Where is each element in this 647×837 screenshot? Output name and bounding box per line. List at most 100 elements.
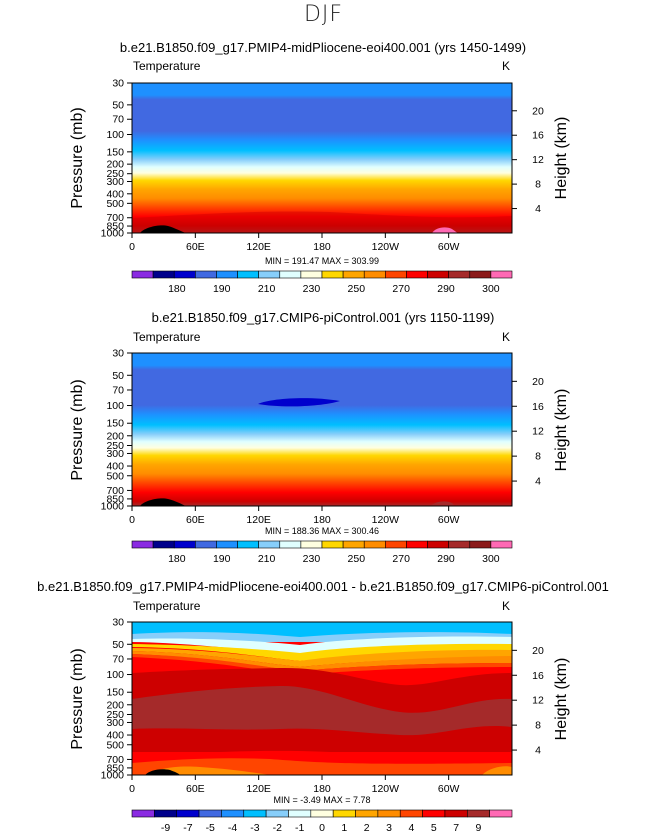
colorbar-label: 250 — [348, 553, 366, 565]
colorbar-label: 4 — [408, 822, 414, 834]
colorbar-label: 270 — [392, 553, 410, 565]
colorbar-label: -4 — [228, 822, 237, 834]
y-tick-label: 250 — [106, 709, 124, 721]
y-axis-label: Pressure (mb) — [69, 379, 86, 480]
y-tick-label: 250 — [106, 168, 124, 180]
height-tick-label: 12 — [532, 426, 544, 438]
y-tick-label: 150 — [106, 146, 124, 158]
x-tick-label: 0 — [129, 514, 135, 526]
height-tick-label: 8 — [535, 451, 541, 463]
contour-surface-warm — [430, 501, 455, 506]
colorbar-swatch — [195, 540, 217, 549]
y-tick-label: 700 — [106, 485, 124, 497]
contour-surface-warm — [432, 227, 458, 233]
colorbar-swatch — [427, 540, 449, 549]
colorbar-swatch — [406, 540, 428, 549]
x-tick-label: 180 — [313, 241, 331, 253]
colorbar-swatch — [131, 809, 155, 818]
panel-picontrol: b.e21.B1850.f09_g17.CMIP6-piControl.001 … — [69, 310, 570, 565]
colorbar-swatch — [198, 809, 222, 818]
min-max-stats: MIN = 191.47 MAX = 303.99 — [265, 256, 379, 266]
y-tick-label: 50 — [112, 639, 124, 651]
y-tick-label: 30 — [112, 348, 124, 360]
colorbar-swatch — [279, 540, 302, 549]
colorbar-swatch — [173, 270, 196, 279]
y-tick-label: 100 — [106, 400, 124, 412]
y-tick-label: 100 — [106, 669, 124, 681]
colorbar-label: 290 — [437, 283, 455, 295]
height-tick-label: 8 — [535, 179, 541, 191]
contour-field — [132, 83, 512, 233]
colorbar-swatch — [355, 809, 379, 818]
panel-difference: b.e21.B1850.f09_g17.PMIP4-midPliocene-eo… — [37, 579, 609, 834]
height-tick-label: 12 — [532, 154, 544, 166]
x-tick-label: 120E — [246, 241, 271, 253]
colorbar-label: 250 — [348, 283, 366, 295]
y-axis-label: Pressure (mb) — [69, 107, 86, 208]
y-tick-label: 850 — [106, 493, 124, 505]
height-tick-label: 4 — [535, 476, 541, 488]
colorbar-swatch — [300, 540, 323, 549]
field-label: Temperature — [133, 599, 201, 613]
colorbar-swatch — [469, 540, 492, 549]
colorbar-swatch — [448, 270, 471, 279]
x-tick-label: 60E — [186, 514, 205, 526]
colorbar-swatch — [342, 270, 365, 279]
colorbar-swatch — [152, 540, 175, 549]
x-tick-label: 0 — [129, 241, 135, 253]
colorbar-label: 270 — [392, 283, 410, 295]
colorbar-label: 180 — [168, 553, 186, 565]
x-tick-label: 60W — [438, 783, 460, 795]
colorbar-swatch — [237, 270, 259, 279]
colorbar-swatch — [131, 540, 154, 549]
units-label: K — [502, 330, 510, 344]
y-tick-label: 1000 — [101, 770, 125, 782]
y-axis-right-label: Height (km) — [553, 389, 570, 472]
colorbar-swatch — [258, 270, 281, 279]
colorbar-swatch — [154, 809, 178, 818]
colorbar-swatch — [490, 270, 513, 279]
contour-orography — [140, 225, 186, 233]
y-tick-label: 500 — [106, 470, 124, 482]
y-tick-label: 100 — [106, 129, 124, 141]
colorbar-swatch — [195, 270, 217, 279]
y-tick-label: 300 — [106, 176, 124, 188]
height-tick-label: 16 — [532, 401, 544, 413]
colorbar-label: 0 — [319, 822, 325, 834]
y-tick-label: 250 — [106, 440, 124, 452]
colorbar-label: 190 — [213, 553, 231, 565]
colorbar-swatch — [173, 540, 196, 549]
colorbar-swatch — [321, 270, 344, 279]
colorbar-label: 230 — [303, 553, 321, 565]
y-tick-label: 1000 — [101, 501, 125, 513]
colorbar-swatch — [342, 540, 365, 549]
colorbar-label: 1 — [341, 822, 347, 834]
height-tick-label: 16 — [532, 130, 544, 142]
colorbar-label: 230 — [303, 283, 321, 295]
y-tick-label: 850 — [106, 762, 124, 774]
colorbar-label: 290 — [437, 553, 455, 565]
y-tick-label: 300 — [106, 448, 124, 460]
height-tick-label: 20 — [532, 376, 544, 388]
colorbar-swatch — [265, 809, 289, 818]
y-axis-right-label: Height (km) — [553, 117, 570, 200]
x-tick-label: 180 — [313, 514, 331, 526]
colorbar-swatch — [288, 809, 312, 818]
colorbar-label: 210 — [258, 553, 276, 565]
colorbar-swatch — [258, 540, 281, 549]
units-label: K — [502, 59, 510, 73]
y-tick-label: 700 — [106, 212, 124, 224]
colorbar-swatch — [469, 270, 492, 279]
height-tick-label: 4 — [535, 745, 541, 757]
colorbar-swatch — [243, 809, 267, 818]
colorbar-label: 300 — [482, 283, 500, 295]
colorbar-swatch — [385, 540, 407, 549]
y-tick-label: 1000 — [101, 228, 125, 240]
contour-field — [132, 622, 512, 775]
panel-title: b.e21.B1850.f09_g17.PMIP4-midPliocene-eo… — [37, 579, 609, 594]
colorbar-swatch — [448, 540, 471, 549]
colorbar-label: 190 — [213, 283, 231, 295]
units-label: K — [502, 599, 510, 613]
y-axis-right-label: Height (km) — [553, 658, 570, 741]
colorbar-swatch — [490, 540, 513, 549]
